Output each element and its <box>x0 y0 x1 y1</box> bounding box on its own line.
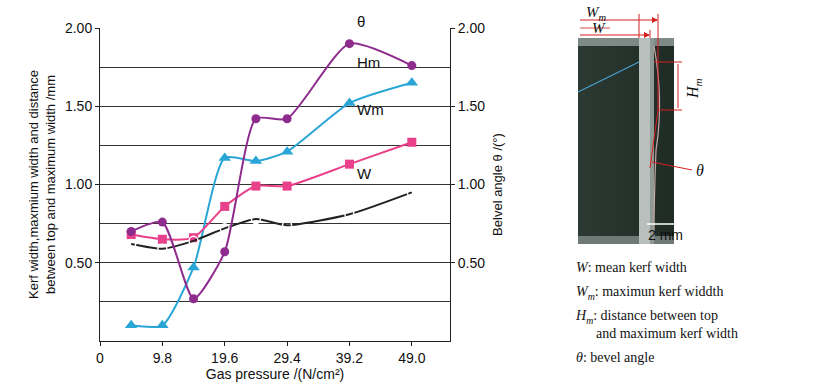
svg-text:Kerf width,maxmium width and d: Kerf width,maxmium width and distancebet… <box>26 70 58 299</box>
svg-text:Wm: Wm <box>357 101 384 118</box>
svg-text:θ: θ <box>696 162 704 179</box>
svg-text:1.00: 1.00 <box>458 176 485 192</box>
svg-text:29.4: 29.4 <box>273 350 300 366</box>
svg-text:Hm: Hm <box>357 54 380 71</box>
svg-text:W: mean kerf width: W: mean kerf width <box>576 260 687 275</box>
svg-text:1.50: 1.50 <box>458 98 485 114</box>
svg-text:1.50: 1.50 <box>65 98 92 114</box>
svg-text:1.00: 1.00 <box>65 176 92 192</box>
svg-text:49.0: 49.0 <box>398 350 425 366</box>
svg-text:Belvel angle θ /(°): Belvel angle θ /(°) <box>490 133 505 236</box>
svg-text:Wm: Wm <box>586 4 607 23</box>
svg-text:Hm: Hm <box>684 78 704 99</box>
svg-text:0: 0 <box>96 350 104 366</box>
svg-text:and maximum kerf width: and maximum kerf width <box>596 326 738 341</box>
svg-text:W: W <box>592 20 606 36</box>
svg-text:Wm: maximun kerf widdth: Wm: maximun kerf widdth <box>576 284 723 302</box>
svg-text:W: W <box>357 165 372 182</box>
svg-text:Gas pressure /(N/cm²): Gas pressure /(N/cm²) <box>206 366 344 382</box>
svg-text:19.6: 19.6 <box>211 350 238 366</box>
svg-text:2 mm: 2 mm <box>648 227 683 243</box>
svg-text:Hm: distance between top: Hm: distance between top <box>575 308 718 326</box>
svg-text:9.8: 9.8 <box>153 350 173 366</box>
svg-text:2.00: 2.00 <box>458 20 485 36</box>
svg-text:0.50: 0.50 <box>65 255 92 271</box>
svg-text:θ: θ <box>357 13 365 30</box>
svg-text:0.50: 0.50 <box>458 255 485 271</box>
svg-text:39.2: 39.2 <box>336 350 363 366</box>
svg-text:θ: bevel angle: θ: bevel angle <box>576 350 654 365</box>
svg-text:2.00: 2.00 <box>65 20 92 36</box>
